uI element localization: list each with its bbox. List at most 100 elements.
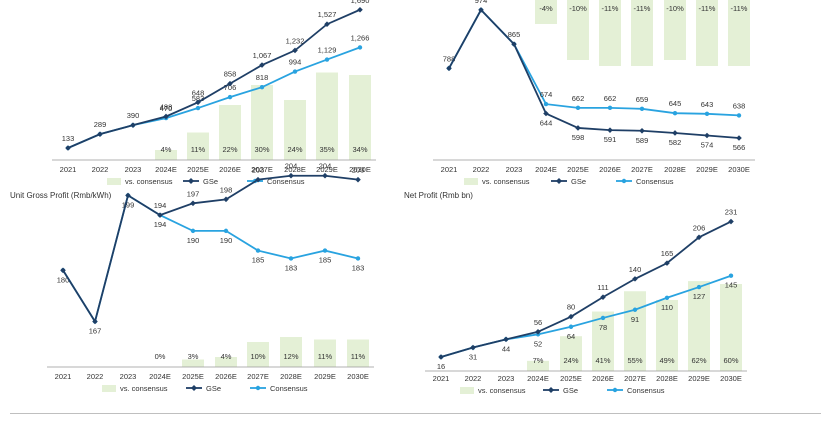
data-label-consensus: 788 [443, 54, 456, 63]
data-label-gse: 165 [661, 249, 674, 258]
legend-label: GSe [206, 384, 221, 393]
bar-vs-consensus [527, 360, 549, 371]
data-label-consensus: 16 [437, 362, 445, 371]
x-tick-label: 2023 [125, 165, 142, 174]
bar-vs-consensus [251, 85, 273, 160]
x-tick-label: 2023 [120, 372, 137, 381]
x-tick-label: 2024E [527, 374, 549, 383]
consensus-point [324, 57, 330, 62]
data-label-consensus: 183 [285, 263, 298, 272]
legend-label: GSe [203, 177, 218, 186]
data-label-consensus: 645 [669, 99, 682, 108]
x-tick-label: 2024E [155, 165, 177, 174]
bar-pct-label: 12% [283, 352, 298, 361]
data-label-gse: 203 [352, 166, 365, 175]
x-tick-label: 2025E [560, 374, 582, 383]
chart-top-right: -4% -10% -11% -11% -10% -11% -11% 2021 2022 2023 2… [433, 0, 755, 186]
data-label-gse: 644 [540, 119, 553, 128]
gse-point [255, 176, 261, 183]
legend-label: Consensus [267, 177, 305, 186]
x-tick-label: 2022 [92, 165, 109, 174]
gse-point [535, 329, 541, 335]
bar-vs-consensus [187, 132, 209, 160]
legend-label: vs. consensus [482, 177, 530, 186]
bar-vs-consensus [688, 281, 710, 371]
gse-point [190, 200, 196, 207]
data-label-consensus: 706 [224, 83, 237, 92]
x-tick-label: 2025E [187, 165, 209, 174]
bar-pct-label: 22% [222, 145, 237, 154]
x-tick-label: 2025E [567, 165, 589, 174]
x-tick-label: 2021 [60, 165, 77, 174]
data-label-gse: 591 [604, 135, 617, 144]
x-tick-label: 2021 [55, 372, 72, 381]
x-tick-label: 2021 [433, 374, 450, 383]
data-label-gse: 198 [220, 185, 233, 194]
x-tick-label: 2028E [284, 165, 306, 174]
x-tick-label: 2021 [441, 165, 458, 174]
data-label-gse: 574 [701, 140, 714, 149]
x-tick-label: 2025E [182, 372, 204, 381]
data-label-gse: 80 [567, 303, 575, 312]
consensus-point [195, 105, 201, 111]
bar-vs-consensus [247, 342, 269, 367]
bar-pct-label: -11% [634, 4, 651, 13]
data-label-consensus: 289 [94, 120, 107, 129]
legend-marker-consensus [255, 385, 261, 391]
legend: vs. consensus GSe Consensus [107, 177, 305, 186]
series-line-gse [67, 8, 361, 149]
consensus-point [728, 273, 734, 278]
consensus-point [190, 228, 196, 234]
data-label-consensus: 390 [127, 111, 140, 120]
x-tick-label: 2029E [314, 372, 336, 381]
consensus-point [736, 113, 742, 118]
consensus-point [704, 111, 710, 117]
data-label-consensus: 52 [534, 339, 542, 348]
data-label-consensus: 974 [475, 0, 488, 5]
data-label-consensus: 1,266 [351, 33, 370, 42]
gse-point [632, 276, 638, 282]
bar-vs-consensus [592, 311, 614, 371]
bar-vs-consensus [215, 357, 237, 367]
legend-label: GSe [563, 386, 578, 395]
chart-title: Unit Gross Profit (Rmb/kWh) [10, 191, 112, 200]
bar-pct-label: -11% [731, 4, 748, 13]
bar-pct-label: 62% [691, 356, 706, 365]
bar-pct-label: 7% [533, 356, 544, 365]
gse-point [543, 110, 549, 117]
gse-point [130, 122, 136, 128]
data-label-consensus: 818 [256, 73, 269, 82]
legend-label: GSe [571, 177, 586, 186]
bar-pct-label: 60% [723, 356, 738, 365]
gse-point [736, 135, 742, 141]
data-label-gse: 598 [572, 133, 585, 142]
data-label-consensus: 470 [160, 104, 173, 113]
bar-pct-label: 3% [188, 352, 199, 361]
data-label-gse: 194 [154, 201, 167, 210]
x-tick-label: 2022 [465, 374, 482, 383]
bar-pct-label: 35% [319, 145, 334, 154]
x-tick-label: 2022 [87, 372, 104, 381]
data-label-gse: 566 [733, 143, 746, 152]
consensus-point [223, 228, 229, 234]
gse-point [511, 41, 517, 47]
data-label-gse: 1,527 [318, 10, 337, 19]
bar-vs-consensus [284, 100, 306, 160]
consensus-point [664, 295, 670, 300]
consensus-point [227, 94, 233, 100]
consensus-point [355, 256, 361, 261]
gse-point [704, 132, 710, 139]
data-label-consensus: 167 [89, 327, 102, 336]
gse-point [639, 127, 645, 134]
data-label-gse: 648 [192, 88, 205, 97]
chart-top-left: 4% 11% 22% 30% 24% 35% 34% 2021 2022 2023 2024E 202… [52, 0, 376, 186]
gse-point [259, 62, 265, 68]
consensus-point [575, 105, 581, 111]
series-line-gse [448, 8, 740, 139]
data-label-consensus: 994 [289, 58, 302, 67]
gse-point [503, 336, 509, 343]
x-tick-label: 2028E [656, 374, 678, 383]
data-label-consensus: 185 [252, 256, 265, 265]
series-line-gse [440, 220, 732, 358]
bar-vs-consensus [599, 0, 621, 66]
